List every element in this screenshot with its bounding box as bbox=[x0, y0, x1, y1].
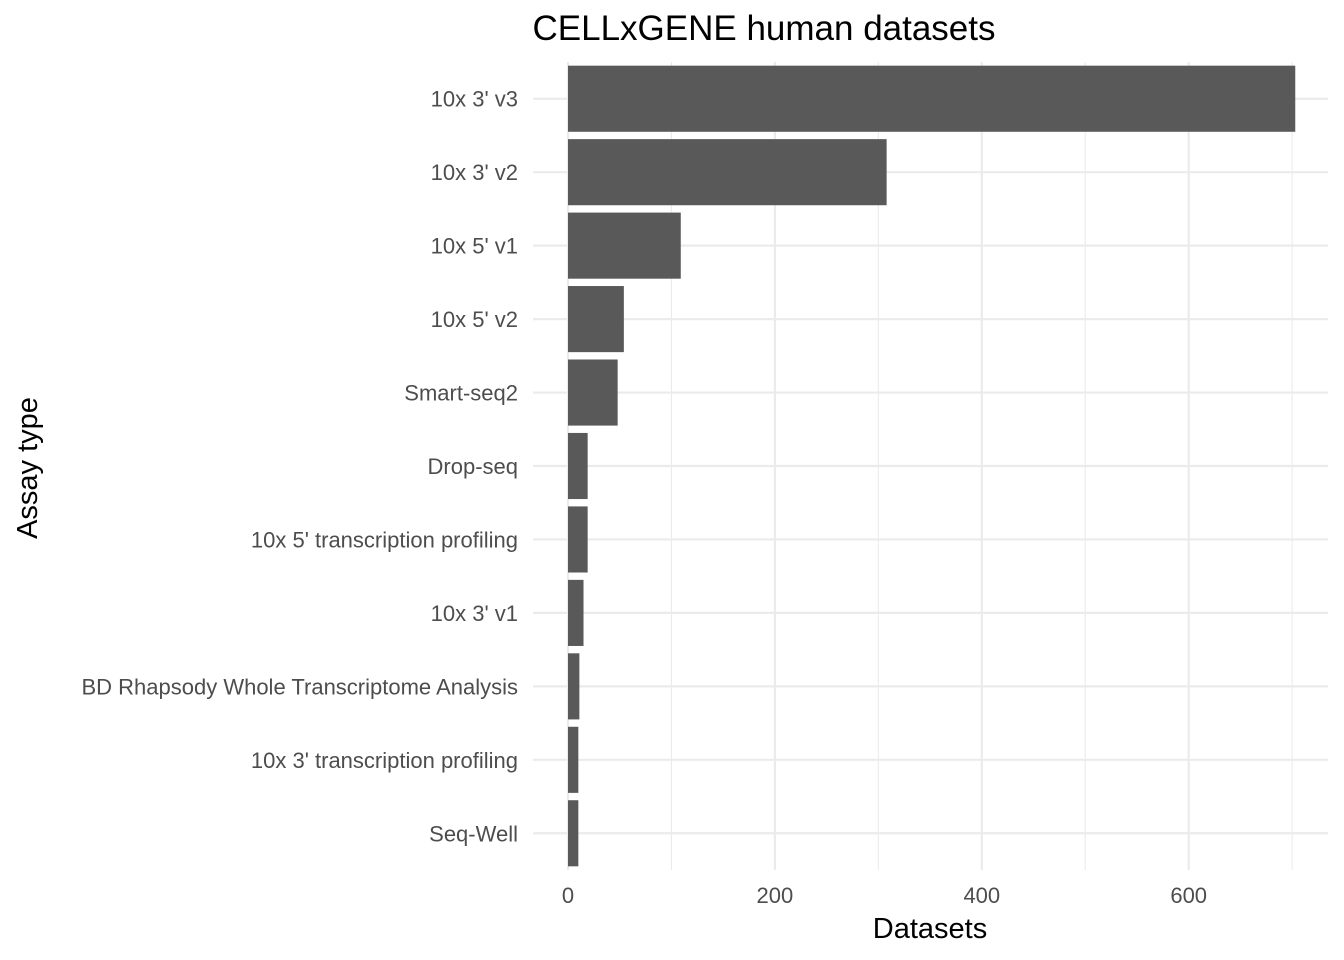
bar-9 bbox=[568, 726, 579, 793]
y-tick-label: 10x 3' v2 bbox=[431, 160, 518, 185]
x-tick-labels: 0 200 400 600 bbox=[562, 883, 1207, 908]
bar-1 bbox=[568, 139, 887, 206]
y-tick-label: 10x 5' v2 bbox=[431, 307, 518, 332]
x-tick-label: 600 bbox=[1170, 883, 1207, 908]
bar-0 bbox=[568, 65, 1296, 132]
y-tick-label: 10x 3' v1 bbox=[431, 601, 518, 626]
y-tick-label: BD Rhapsody Whole Transcriptome Analysis bbox=[81, 674, 518, 699]
bar-6 bbox=[568, 506, 588, 573]
bar-7 bbox=[568, 579, 584, 646]
x-tick-label: 0 bbox=[562, 883, 574, 908]
bar-3 bbox=[568, 286, 624, 353]
bar-layer bbox=[568, 65, 1296, 867]
y-tick-label: Smart-seq2 bbox=[404, 381, 518, 406]
y-tick-label: 10x 3' v3 bbox=[431, 87, 518, 112]
y-tick-label: Seq-Well bbox=[429, 821, 518, 846]
chart-title: CELLxGENE human datasets bbox=[532, 9, 995, 48]
y-tick-labels: 10x 3' v3 10x 3' v2 10x 5' v1 10x 5' v2 Smar… bbox=[81, 87, 518, 847]
y-tick-label: 10x 5' transcription profiling bbox=[251, 527, 518, 552]
bar-2 bbox=[568, 212, 681, 279]
bar-5 bbox=[568, 432, 588, 500]
y-tick-label: 10x 5' v1 bbox=[431, 234, 518, 259]
bar-8 bbox=[568, 653, 580, 720]
x-axis-title: Datasets bbox=[873, 913, 987, 945]
y-tick-label: Drop-seq bbox=[428, 454, 518, 479]
bar-10 bbox=[568, 800, 579, 867]
x-tick-label: 400 bbox=[963, 883, 1000, 908]
y-tick-label: 10x 3' transcription profiling bbox=[251, 748, 518, 773]
bar-4 bbox=[568, 359, 618, 426]
y-axis-title: Assay type bbox=[12, 397, 44, 539]
x-tick-label: 200 bbox=[757, 883, 794, 908]
